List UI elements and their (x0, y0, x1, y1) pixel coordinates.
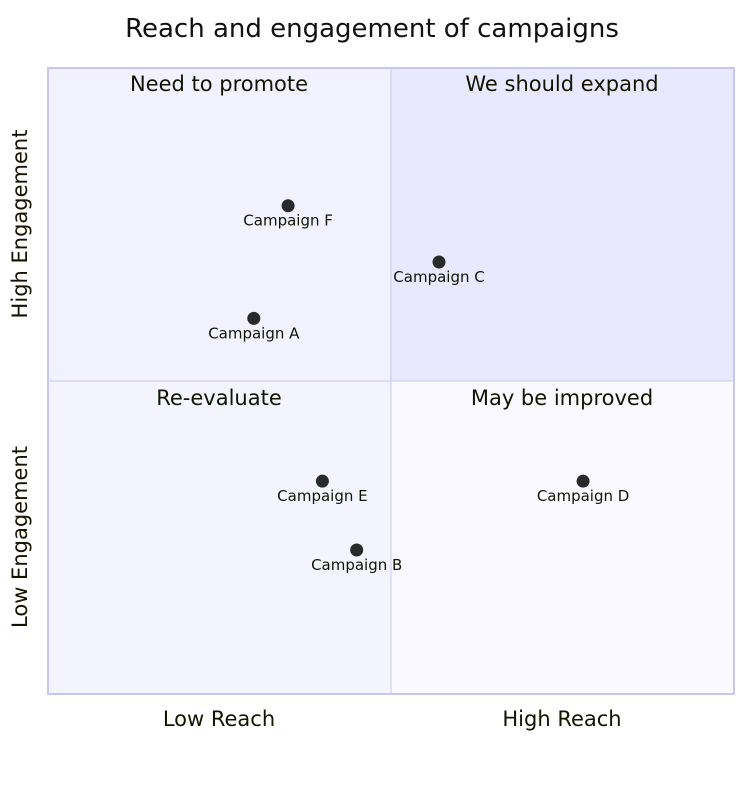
quadrant-label-top-right: We should expand (465, 72, 658, 96)
point-marker-campaign-a (247, 311, 261, 325)
point-label-campaign-a: Campaign A (208, 324, 300, 342)
chart-title: Reach and engagement of campaigns (125, 14, 619, 44)
quadrant-top-left (48, 68, 391, 381)
x-axis-high-label: High Reach (502, 707, 621, 731)
point-marker-campaign-c (432, 255, 446, 269)
y-axis-low-label: Low Engagement (8, 446, 32, 628)
point-label-campaign-b: Campaign B (311, 556, 402, 574)
data-points: Campaign A Campaign B Campaign C Campaign D… (208, 199, 629, 574)
quadrant-bottom-right (391, 381, 734, 694)
point-campaign-d: Campaign D (537, 474, 630, 505)
point-marker-campaign-e (315, 474, 329, 488)
point-label-campaign-f: Campaign F (243, 212, 333, 230)
point-campaign-c: Campaign C (393, 255, 485, 286)
quadrant-label-top-left: Need to promote (130, 72, 308, 96)
point-label-campaign-e: Campaign E (277, 487, 367, 505)
quadrant-label-bottom-right: May be improved (471, 386, 653, 410)
point-label-campaign-c: Campaign C (393, 268, 484, 286)
plot-border (47, 67, 735, 695)
point-campaign-f: Campaign F (243, 199, 333, 230)
quadrant-bottom-left (48, 381, 391, 694)
x-axis-low-label: Low Reach (163, 707, 275, 731)
quadrant-layer (47, 67, 735, 695)
point-label-campaign-d: Campaign D (537, 487, 630, 505)
point-marker-campaign-b (350, 543, 364, 557)
point-marker-campaign-d (576, 474, 590, 488)
point-campaign-b: Campaign B (311, 543, 402, 574)
y-axis-high-label: High Engagement (8, 130, 32, 319)
point-marker-campaign-f (281, 199, 295, 213)
quadrant-top-right (391, 68, 734, 381)
quadrant-label-bottom-left: Re-evaluate (156, 386, 282, 410)
point-campaign-a: Campaign A (208, 311, 300, 342)
point-campaign-e: Campaign E (277, 474, 368, 505)
